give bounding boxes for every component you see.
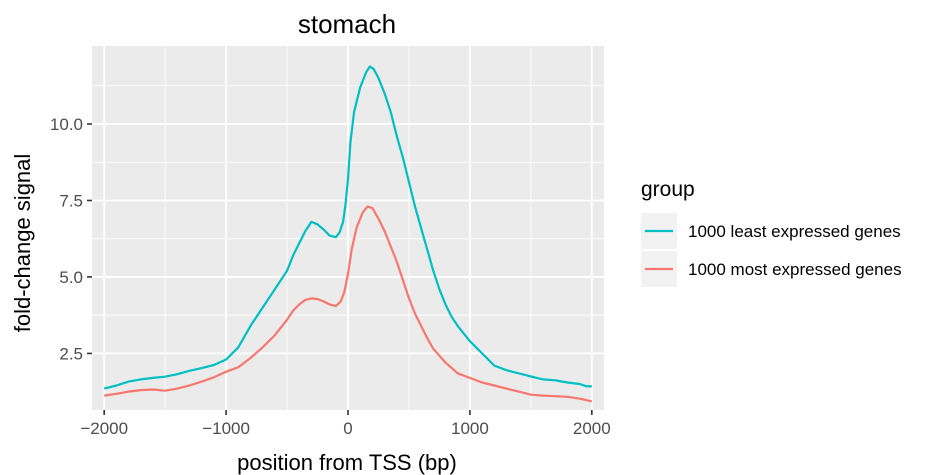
x-axis: −2000 −1000 0 1000 2000 bbox=[80, 410, 611, 438]
x-tick-label: 0 bbox=[343, 419, 352, 438]
y-tick-label: 7.5 bbox=[59, 191, 83, 210]
legend-title: group bbox=[641, 178, 695, 201]
legend: group 1000 least expressed genes 1000 mos… bbox=[641, 178, 902, 287]
x-axis-title: position from TSS (bp) bbox=[237, 450, 457, 475]
series-lines bbox=[103, 65, 593, 403]
series-line-1 bbox=[103, 65, 592, 390]
x-tick-label: −2000 bbox=[80, 419, 128, 438]
y-axis-title: fold-change signal bbox=[10, 154, 35, 333]
x-tick-label: 2000 bbox=[573, 419, 611, 438]
y-tick-label: 2.5 bbox=[59, 344, 83, 363]
y-tick-label: 5.0 bbox=[59, 268, 83, 287]
legend-label: 1000 least expressed genes bbox=[688, 222, 901, 241]
x-tick-label: 1000 bbox=[451, 419, 489, 438]
plot-panel bbox=[92, 46, 604, 410]
y-axis: 2.5 5.0 7.5 10.0 bbox=[50, 115, 92, 363]
x-tick-label: −1000 bbox=[202, 419, 250, 438]
legend-items: 1000 least expressed genes 1000 most expr… bbox=[641, 213, 902, 287]
series-line-2 bbox=[104, 205, 593, 403]
chart-title: stomach bbox=[298, 9, 396, 39]
y-tick-label: 10.0 bbox=[50, 115, 83, 134]
legend-label: 1000 most expressed genes bbox=[688, 260, 902, 279]
